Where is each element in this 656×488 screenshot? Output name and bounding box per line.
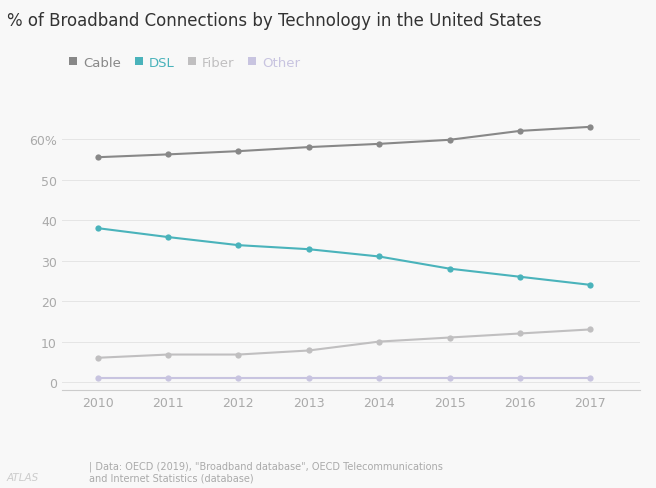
Text: | Data: OECD (2019), "Broadband database", OECD Telecommunications
and Internet : | Data: OECD (2019), "Broadband database… bbox=[89, 460, 442, 482]
Text: % of Broadband Connections by Technology in the United States: % of Broadband Connections by Technology… bbox=[7, 12, 541, 30]
Text: ATLAS: ATLAS bbox=[7, 472, 39, 482]
Legend: Cable, DSL, Fiber, Other: Cable, DSL, Fiber, Other bbox=[63, 52, 306, 75]
